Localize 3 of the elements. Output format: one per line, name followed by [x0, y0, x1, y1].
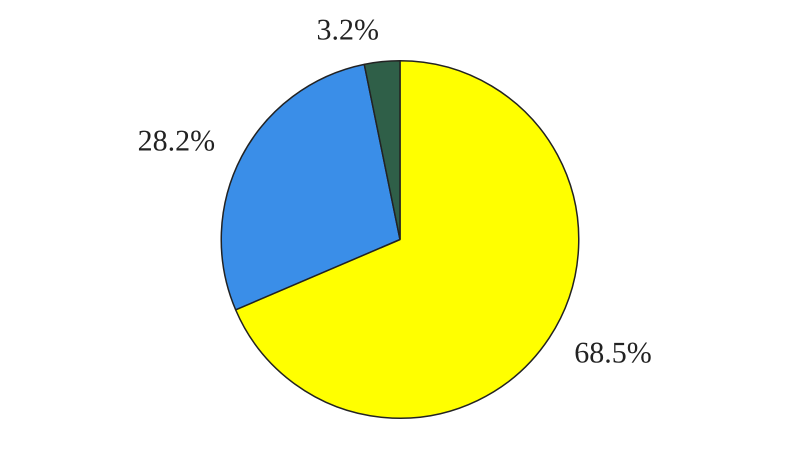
data-label: 3.2%: [316, 14, 380, 47]
data-label: 28.2%: [138, 124, 216, 158]
data-label: 68.5%: [574, 336, 652, 370]
